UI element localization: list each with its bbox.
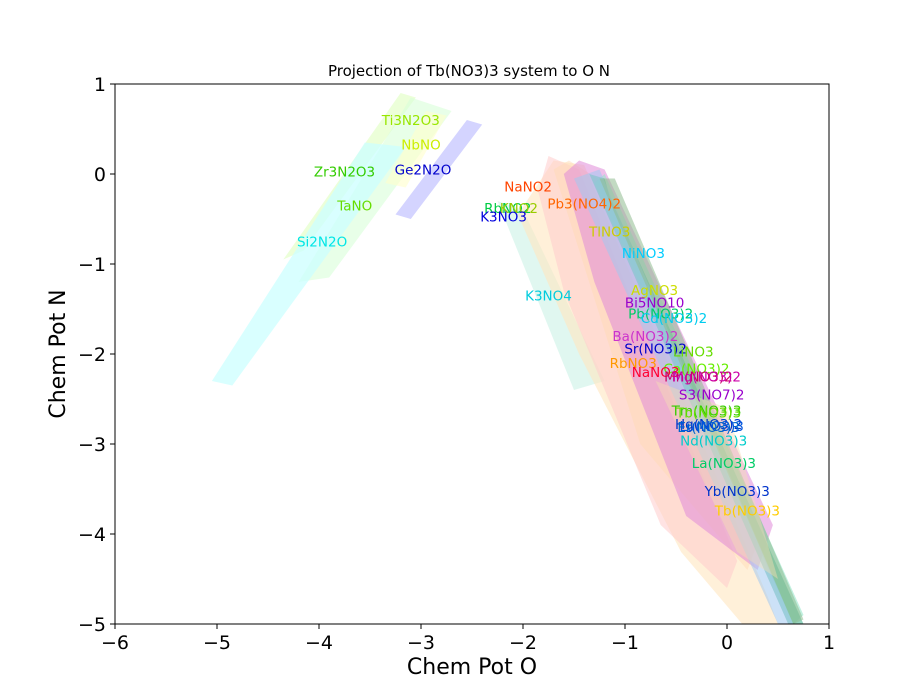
phase-label: Yb(NO3)3 — [704, 484, 770, 500]
y-tick-label: −5 — [78, 614, 106, 636]
phase-label: Tm(NO3)3 — [671, 404, 742, 420]
y-axis-label: Chem Pot N — [46, 289, 71, 418]
phase-region — [655, 381, 778, 579]
phase-label: Si2N2O — [297, 235, 347, 251]
phase-label: Pb3(NO4)2 — [547, 197, 621, 213]
phase-label: KNO2 — [500, 201, 538, 217]
phase-label: Nd(NO3)3 — [680, 433, 747, 449]
x-tick-label: −6 — [101, 632, 129, 654]
phase-label: K3NO3 — [480, 209, 527, 225]
phase-label: Er(NO3)3 — [677, 420, 740, 436]
phase-label: NaNO3 — [632, 365, 680, 381]
phase-label: Lu(NO3)3 — [680, 419, 744, 435]
phase-label: NaNO2 — [504, 180, 552, 196]
phase-regions — [211, 93, 804, 624]
phase-label: TlNO3 — [588, 225, 630, 241]
phase-label: Mn(NO3)2 — [664, 370, 733, 386]
phase-label: Zr3N2O3 — [314, 164, 375, 180]
phase-label: Sr(NO3)2 — [624, 342, 687, 358]
x-axis-label: Chem Pot O — [407, 655, 537, 680]
phase-label: Bi5NO10 — [625, 296, 685, 312]
phase-label: Ba(NO3)2 — [612, 329, 678, 345]
x-tick-label: 0 — [721, 632, 733, 654]
phase-label: S3(NO7)2 — [679, 388, 745, 404]
y-tick-label: −3 — [78, 434, 106, 456]
phase-label: NiNO3 — [622, 246, 665, 262]
phase-region — [395, 120, 483, 219]
y-tick-label: 1 — [94, 74, 106, 96]
phase-label: RbNO2 — [484, 201, 531, 217]
phase-label: Hg(NO3)2 — [675, 417, 742, 433]
phase-label: La(NO3)3 — [692, 456, 756, 472]
x-tick-label: −2 — [509, 632, 537, 654]
y-tick-label: −1 — [78, 254, 106, 276]
x-axis-ticks: −6 −5 −4 −3 −2 −1 0 1 — [101, 624, 835, 654]
y-tick-label: 0 — [94, 164, 106, 186]
x-tick-label: −1 — [611, 632, 639, 654]
phase-region — [599, 178, 804, 624]
phase-label: LiNO3 — [673, 344, 714, 360]
phase-label: TaNO — [336, 199, 372, 215]
phase-label: NbNO — [401, 137, 440, 153]
chart-title: Projection of Tb(NO3)3 system to O N — [328, 62, 610, 80]
x-tick-label: −4 — [305, 632, 333, 654]
phase-label: Ti3N2O3 — [381, 113, 440, 129]
phase-label: Ge2N2O — [395, 163, 452, 179]
phase-region — [574, 169, 794, 624]
phase-label: Pb(NO3)2 — [628, 307, 693, 323]
y-tick-label: −2 — [78, 344, 106, 366]
y-axis-ticks: −5 −4 −3 −2 −1 0 1 — [78, 74, 115, 636]
x-tick-label: 1 — [823, 632, 835, 654]
phase-label: Ca(NO3)2 — [663, 361, 729, 377]
phase-label: K3NO4 — [525, 289, 572, 305]
x-tick-label: −3 — [407, 632, 435, 654]
phase-label: Tb(NO3)3 — [714, 504, 780, 520]
phase-label: Cd(NO3)2 — [641, 311, 707, 327]
y-tick-label: −4 — [78, 524, 106, 546]
phase-label: Tb(NO3)3 — [675, 406, 741, 422]
x-tick-label: −5 — [203, 632, 231, 654]
phase-region — [211, 142, 406, 386]
phase-label: Mg(NO3)2 — [672, 370, 741, 386]
phase-region — [385, 111, 447, 188]
phase-label: AgNO3 — [631, 283, 678, 299]
phase-label: RbNO3 — [610, 356, 657, 372]
